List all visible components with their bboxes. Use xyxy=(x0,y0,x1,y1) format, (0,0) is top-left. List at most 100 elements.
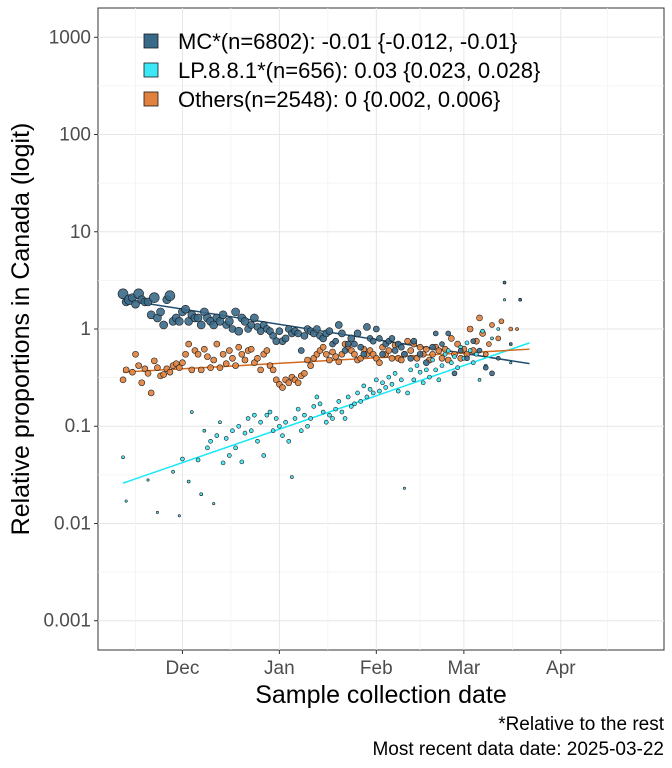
data-point xyxy=(245,416,251,421)
data-point xyxy=(392,371,398,376)
data-point xyxy=(335,358,343,366)
data-point xyxy=(352,401,357,407)
data-point xyxy=(277,423,282,429)
data-point xyxy=(342,416,348,421)
data-point xyxy=(408,367,414,373)
data-point xyxy=(325,327,334,335)
data-point xyxy=(124,499,128,503)
fit-line xyxy=(122,342,530,484)
data-point xyxy=(361,383,367,389)
data-point xyxy=(395,388,401,394)
data-point xyxy=(129,368,136,376)
data-point xyxy=(317,401,323,407)
data-point xyxy=(330,416,335,421)
data-point xyxy=(254,354,261,362)
data-point xyxy=(455,365,460,370)
data-point xyxy=(439,341,445,347)
data-point xyxy=(247,321,256,329)
data-point xyxy=(248,428,254,433)
caption-line-2: Most recent data date: 2025-03-22 xyxy=(372,739,664,760)
data-point xyxy=(380,380,385,386)
data-point xyxy=(201,345,208,353)
data-point xyxy=(379,350,386,358)
data-point xyxy=(148,292,160,303)
data-point xyxy=(171,470,175,474)
data-point xyxy=(138,379,146,387)
data-point xyxy=(231,307,240,317)
data-point xyxy=(236,423,242,429)
legend-key xyxy=(143,91,159,107)
data-point xyxy=(411,377,417,383)
data-point xyxy=(207,364,214,371)
data-point xyxy=(295,406,301,412)
data-point xyxy=(376,335,383,342)
data-point xyxy=(347,334,356,343)
data-point xyxy=(410,337,418,345)
data-point xyxy=(190,410,194,414)
data-point xyxy=(435,347,443,354)
data-point xyxy=(388,335,396,342)
data-point xyxy=(131,299,140,309)
data-point xyxy=(457,347,464,354)
data-point xyxy=(308,416,313,421)
data-point xyxy=(417,369,423,375)
data-point xyxy=(311,404,317,409)
data-point xyxy=(327,412,332,418)
data-point xyxy=(182,350,189,358)
data-points xyxy=(117,280,522,518)
data-point xyxy=(119,376,127,384)
data-point xyxy=(199,492,203,497)
data-point xyxy=(427,374,432,380)
y-axis-title: Relative proportions in Canada (logit) xyxy=(7,123,35,536)
data-point xyxy=(489,322,495,328)
data-point xyxy=(360,350,368,358)
data-point xyxy=(156,307,165,317)
data-point xyxy=(301,370,308,377)
data-point xyxy=(376,359,383,367)
data-point xyxy=(474,351,479,357)
data-point xyxy=(263,347,271,354)
data-point xyxy=(332,337,339,345)
data-point xyxy=(358,399,363,404)
data-point xyxy=(307,362,314,369)
data-point xyxy=(185,340,192,348)
data-point xyxy=(264,412,270,418)
data-point xyxy=(369,337,377,345)
data-point xyxy=(150,357,158,365)
data-point xyxy=(433,367,439,373)
data-point xyxy=(348,404,354,409)
data-point xyxy=(442,351,448,357)
data-point xyxy=(405,390,410,396)
data-point xyxy=(313,325,321,333)
data-point xyxy=(204,353,211,360)
data-point xyxy=(280,433,285,438)
data-point xyxy=(238,350,246,358)
data-point xyxy=(196,320,206,330)
data-point xyxy=(213,340,221,348)
y-tick-label: 0.01 xyxy=(54,513,91,534)
data-point xyxy=(515,327,519,331)
data-point xyxy=(186,479,191,484)
x-tick-label: Mar xyxy=(448,658,481,679)
data-point xyxy=(323,419,329,425)
legend-key xyxy=(143,33,159,49)
data-point xyxy=(179,359,186,367)
y-tick-label: 0.1 xyxy=(65,416,91,437)
data-point xyxy=(336,399,342,404)
data-point xyxy=(193,313,203,323)
data-point xyxy=(202,428,207,433)
data-point xyxy=(351,340,358,348)
data-point xyxy=(267,409,273,415)
data-point xyxy=(208,439,213,444)
data-point xyxy=(334,321,343,329)
data-point xyxy=(205,445,210,451)
data-point xyxy=(181,304,190,314)
data-point xyxy=(146,478,150,482)
data-point xyxy=(416,350,424,358)
data-point xyxy=(476,314,483,322)
data-point xyxy=(300,332,309,340)
data-point xyxy=(269,366,277,374)
data-point xyxy=(226,347,233,354)
data-point xyxy=(416,343,424,351)
data-point xyxy=(251,359,258,367)
